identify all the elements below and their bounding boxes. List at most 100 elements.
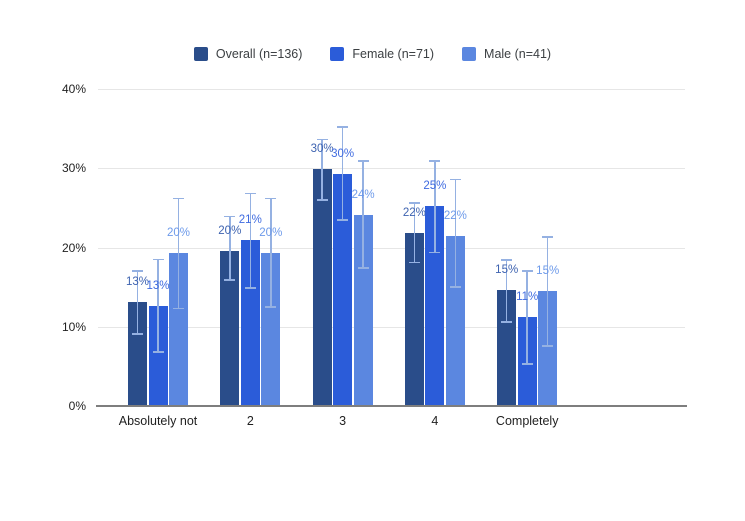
error-bar-cap [521, 270, 533, 272]
error-bar-cap [132, 270, 143, 272]
error-bar-cap [224, 215, 236, 218]
bar [128, 302, 147, 406]
bar-value-label: 13% [125, 276, 150, 289]
error-bar [434, 160, 436, 254]
gridline [98, 247, 685, 249]
error-bar-cap [429, 251, 441, 254]
error-bar [454, 178, 457, 288]
error-bar-cap [449, 286, 461, 288]
error-bar [270, 197, 272, 308]
error-bar-cap [408, 261, 420, 264]
x-axis-category-label: 3 [339, 414, 347, 428]
error-bar-cap [542, 345, 554, 347]
bar-value-label: 20% [218, 224, 242, 237]
error-bar-cap [408, 202, 420, 204]
error-bar-cap [173, 197, 184, 200]
error-bar-cap [316, 199, 328, 201]
legend-swatch-icon [330, 47, 345, 61]
gridline [98, 326, 685, 328]
bar [240, 240, 260, 406]
error-bar-cap [265, 197, 277, 200]
bar [353, 215, 373, 406]
error-bar-cap [132, 333, 143, 335]
y-axis-tick-label: 0% [68, 399, 86, 413]
error-bar [341, 126, 344, 221]
legend-label: Overall (n=136) [215, 47, 303, 61]
x-axis-line [96, 405, 687, 407]
error-bar [177, 197, 180, 310]
error-bar-cap [449, 178, 461, 181]
error-bar [546, 236, 549, 347]
bar-value-label: 22% [402, 207, 426, 220]
bar [425, 206, 445, 406]
bar-value-label: 15% [495, 264, 519, 277]
legend-swatch-icon [193, 47, 208, 61]
bar [312, 169, 332, 406]
bar [404, 233, 424, 406]
bar-value-label: 30% [331, 147, 355, 160]
bar [445, 235, 465, 406]
bar [497, 290, 517, 406]
bar-value-label: 25% [423, 180, 447, 193]
x-axis-category-label: 4 [431, 414, 439, 428]
bar [220, 250, 240, 406]
bar [261, 253, 281, 406]
error-bar [229, 215, 231, 281]
error-bar [362, 160, 364, 269]
y-axis-tick-label: 30% [61, 161, 86, 176]
error-bar-cap [316, 138, 328, 141]
gridline [98, 168, 685, 170]
error-bar [505, 259, 508, 323]
y-axis-tick-label: 40% [61, 82, 86, 96]
y-axis-tick-label: 20% [61, 240, 86, 255]
bar [333, 173, 353, 406]
error-bar [526, 270, 528, 365]
legend-label: Female (n=71) [352, 47, 435, 61]
error-bar-cap [152, 258, 164, 261]
error-bar [136, 270, 139, 335]
error-bar-cap [173, 307, 184, 310]
bar-value-label: 20% [166, 227, 191, 240]
error-bar-cap [244, 287, 256, 289]
bar-value-label: 11% [516, 291, 539, 304]
legend-item: Male (n=41) [462, 47, 551, 61]
gridline [98, 89, 685, 90]
legend-item: Overall (n=136) [193, 47, 303, 61]
error-bar-cap [501, 321, 513, 323]
error-bar-cap [224, 279, 236, 281]
legend-label: Male (n=41) [484, 47, 552, 61]
y-axis-tick-label: 10% [61, 319, 86, 334]
error-bar [321, 138, 323, 201]
error-bar-cap [152, 351, 164, 353]
x-axis-category-label: 2 [246, 414, 254, 428]
chart-legend: Overall (n=136) Female (n=71) Male (n=41) [0, 47, 745, 61]
error-bar-cap [501, 259, 513, 261]
error-bar-cap [542, 236, 554, 238]
bar-value-label: 20% [259, 227, 283, 240]
error-bar-cap [357, 267, 369, 269]
legend-swatch-icon [462, 47, 477, 61]
legend-item: Female (n=71) [330, 47, 434, 61]
error-bar-cap [337, 219, 349, 221]
bar-value-label: 13% [146, 280, 170, 293]
bar-value-label: 24% [351, 189, 375, 201]
bar [169, 253, 188, 406]
bar-value-label: 21% [238, 214, 262, 227]
x-axis-category-label: Absolutely not [118, 414, 198, 428]
error-bar-cap [244, 192, 256, 195]
error-bar-cap [265, 306, 277, 308]
x-axis-category-label: Completely [495, 414, 559, 428]
bar [148, 306, 168, 406]
bar-value-label: 22% [443, 209, 467, 222]
bar-value-label: 30% [310, 143, 334, 156]
error-bar [157, 258, 159, 353]
bar-value-label: 15% [536, 265, 560, 278]
error-bar-cap [337, 126, 349, 128]
error-bar-cap [429, 160, 441, 162]
error-bar [249, 192, 252, 289]
bar [538, 291, 558, 406]
error-bar-cap [521, 363, 533, 365]
error-bar [413, 202, 416, 264]
error-bar-cap [357, 160, 369, 162]
